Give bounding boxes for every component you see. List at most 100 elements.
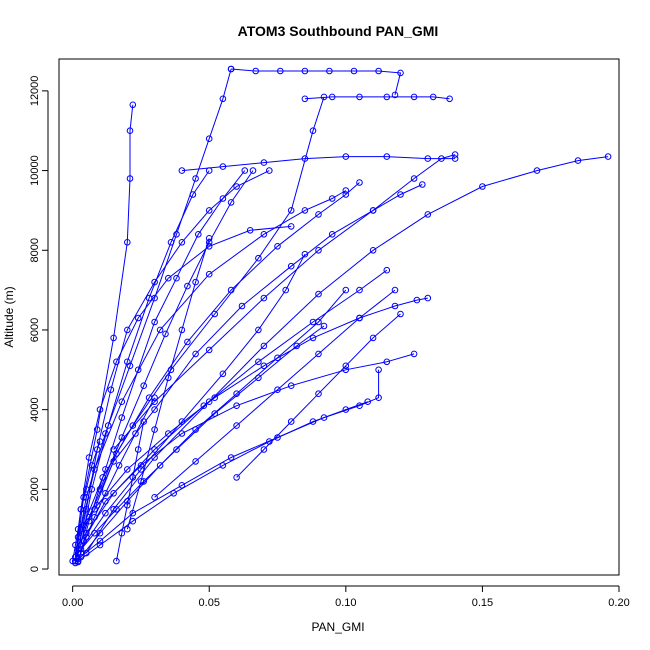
y-axis-label: Altitude (m) [2, 286, 16, 347]
data-point [451, 151, 459, 158]
series-line [85, 156, 609, 554]
data-point [533, 167, 541, 174]
data-point [238, 302, 246, 310]
data-point [140, 382, 147, 390]
y-tick-label: 10000 [29, 155, 41, 186]
data-point [227, 199, 235, 206]
data-point [192, 458, 199, 465]
data-point [134, 314, 142, 322]
data-point [137, 478, 145, 485]
data-point [77, 549, 85, 557]
data-point [391, 91, 399, 99]
data-point [233, 402, 240, 410]
data-point [315, 290, 322, 298]
data-point [72, 559, 79, 567]
data-point [110, 490, 117, 497]
x-tick-label: 0.20 [608, 597, 629, 609]
data-point [124, 502, 131, 509]
series-line [72, 441, 101, 562]
data-point [315, 247, 322, 254]
data-point [391, 302, 399, 310]
data-point [151, 426, 158, 433]
data-point [205, 207, 213, 214]
data-point [246, 227, 254, 234]
data-point [126, 127, 134, 134]
series-line [304, 96, 450, 100]
data-point [129, 422, 137, 429]
data-point [115, 462, 123, 469]
data-point [410, 350, 418, 358]
data-point [287, 207, 295, 214]
series-line [77, 170, 246, 563]
data-point [219, 370, 227, 378]
data-point [233, 183, 240, 190]
data-point [205, 270, 213, 278]
data-point [200, 402, 208, 410]
data-point [328, 195, 336, 202]
data-point [85, 454, 93, 461]
data-point [301, 67, 309, 75]
data-point [274, 434, 281, 441]
series-line [181, 156, 456, 172]
data-point [342, 153, 350, 160]
plot-frame [58, 58, 620, 576]
data-point [118, 414, 126, 421]
series-26 [77, 250, 309, 553]
data-point [410, 93, 418, 101]
data-point [96, 537, 104, 545]
series-9 [72, 223, 295, 561]
data-point [77, 506, 85, 513]
data-point [83, 529, 90, 537]
data-point [162, 330, 169, 338]
data-point [151, 398, 158, 406]
data-point [83, 486, 90, 493]
data-point [124, 239, 131, 246]
data-point [151, 406, 158, 413]
data-point [252, 67, 259, 75]
data-point [74, 525, 82, 533]
data-point [375, 366, 382, 374]
data-point [211, 394, 218, 402]
series-line [77, 297, 428, 538]
series-line [80, 190, 347, 530]
data-point [309, 127, 317, 134]
data-point [192, 175, 199, 182]
data-point [315, 390, 322, 398]
data-point [151, 294, 158, 302]
data-point [260, 362, 268, 370]
data-point [328, 93, 336, 101]
data-point [369, 207, 377, 214]
data-point [241, 167, 249, 174]
data-point [342, 191, 350, 198]
data-point [227, 286, 235, 294]
series-line [154, 289, 396, 498]
data-point [233, 422, 240, 429]
data-point [356, 179, 363, 186]
data-point [375, 67, 382, 75]
data-point [118, 398, 126, 406]
series-13 [74, 294, 432, 541]
data-point [397, 310, 404, 318]
data-point [260, 342, 268, 350]
data-point [315, 350, 322, 358]
data-point [113, 557, 120, 565]
series-16 [91, 179, 363, 513]
series-15 [227, 65, 404, 99]
plot-series [69, 65, 612, 567]
y-tick-label: 4000 [29, 397, 41, 421]
x-tick-label: 0.00 [62, 597, 83, 609]
series-line [77, 401, 368, 562]
data-point [104, 422, 112, 429]
data-point [375, 394, 382, 402]
data-point [178, 430, 186, 437]
data-point [383, 153, 391, 160]
series-line [85, 269, 388, 534]
series-line [74, 96, 325, 562]
data-point [184, 338, 191, 346]
series-line [74, 225, 292, 558]
series-line [99, 170, 254, 490]
series-line [74, 184, 423, 562]
data-point [205, 346, 213, 354]
data-point [72, 541, 79, 549]
data-point [369, 247, 377, 254]
